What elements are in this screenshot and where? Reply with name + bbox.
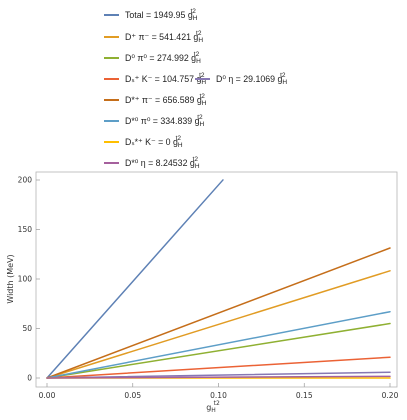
series-line	[46, 247, 391, 379]
plot-axes: 0.00 0.05 0.10 0.15 0.20 0 50 100 150 200	[18, 171, 399, 400]
x-axis-label: gH t2	[206, 400, 220, 414]
legend: Total = 1949.95 gHt2 D⁺ π⁻ = 541.421 gHt2…	[104, 8, 287, 170]
y-tick-label: 0	[27, 374, 32, 383]
y-tick-label: 200	[18, 176, 33, 185]
legend-entry: Dₛ*⁺ K⁻ = 0 gHt2	[104, 135, 183, 149]
x-tick-label: 0.00	[39, 391, 56, 400]
legend-label: D*⁺ π⁻ = 656.589 gHt2	[125, 93, 207, 107]
series-line	[46, 322, 391, 379]
y-tick-label: 100	[18, 275, 33, 284]
legend-entry: Total = 1949.95 gHt2	[104, 8, 198, 22]
y-tick-label: 150	[18, 225, 33, 234]
x-tick-label: 0.10	[210, 391, 227, 400]
legend-entry: D⁰ η = 29.1069 gHt2	[195, 72, 287, 86]
x-tick-label: 0.20	[382, 391, 399, 400]
series-line	[46, 375, 391, 379]
legend-label: Dₛ⁺ K⁻ = 104.757 gHt2	[125, 72, 206, 86]
legend-label: Dₛ*⁺ K⁻ = 0 gHt2	[125, 135, 183, 149]
legend-entry: D*⁰ π⁰ = 334.839 gHt2	[104, 114, 205, 128]
legend-label: D*⁰ π⁰ = 334.839 gHt2	[125, 114, 205, 128]
legend-label: D⁰ π⁰ = 274.992 gHt2	[125, 51, 201, 65]
plot-frame	[35, 171, 398, 388]
legend-entry: D*⁰ η = 8.24532 gHt2	[104, 156, 200, 170]
series-line	[46, 179, 224, 379]
x-tick-label: 0.15	[296, 391, 313, 400]
legend-label: Total = 1949.95 gHt2	[125, 8, 198, 22]
legend-label: D⁰ η = 29.1069 gHt2	[216, 72, 287, 86]
y-ticks: 0 50 100 150 200	[18, 176, 40, 383]
series-line	[46, 310, 391, 379]
x-ticks: 0.00 0.05 0.10 0.15 0.20	[39, 383, 399, 400]
series-line	[46, 270, 391, 379]
legend-entry: Dₛ⁺ K⁻ = 104.757 gHt2	[104, 72, 206, 86]
legend-entry: D*⁺ π⁻ = 656.589 gHt2	[104, 93, 207, 107]
y-axis-label: Width (MeV)	[6, 254, 15, 303]
y-tick-label: 50	[22, 324, 32, 333]
x-tick-label: 0.05	[124, 391, 141, 400]
legend-label: D*⁰ η = 8.24532 gHt2	[125, 156, 200, 170]
legend-label: D⁺ π⁻ = 541.421 gHt2	[125, 30, 203, 44]
legend-entry: D⁰ π⁰ = 274.992 gHt2	[104, 51, 201, 65]
legend-entry: D⁺ π⁻ = 541.421 gHt2	[104, 30, 203, 44]
series-lines	[46, 179, 391, 379]
series-line	[46, 356, 391, 379]
